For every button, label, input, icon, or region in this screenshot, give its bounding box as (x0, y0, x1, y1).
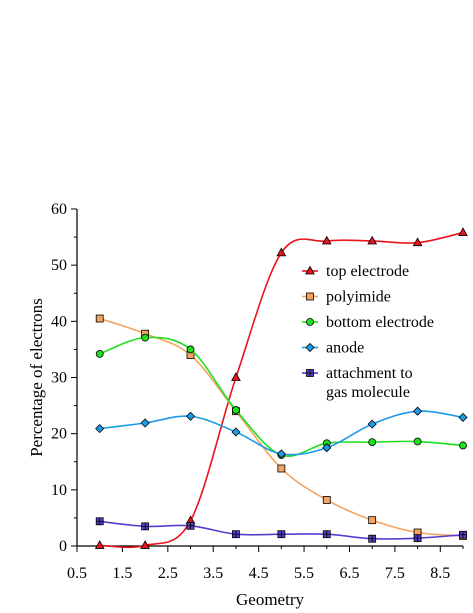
series-line (99, 410, 464, 456)
y-tick-label: 20 (51, 426, 67, 443)
legend-label: attachment to gas molecule (326, 365, 413, 401)
data-point (94, 540, 105, 549)
legend-item: top electrode (302, 263, 409, 280)
data-point (413, 534, 422, 543)
data-point (413, 437, 422, 446)
data-point (277, 464, 286, 473)
data-point (276, 247, 287, 257)
series-anode (95, 406, 468, 459)
data-point (368, 438, 377, 446)
series-attachment-to (95, 517, 467, 543)
data-point (95, 424, 105, 434)
x-tick-label: 5.5 (294, 565, 314, 582)
chart-axes: 0 10 20 30 40 50 60 0.5 1.5 2.5 3.5 4.5 5.5 6.5 7.5 8.5 (51, 201, 464, 582)
data-point (368, 516, 377, 525)
data-point (277, 530, 286, 539)
x-tick-label: 4.5 (249, 565, 269, 582)
x-tick-label: 6.5 (339, 565, 359, 582)
y-tick-label: 10 (51, 482, 67, 499)
data-point (458, 227, 468, 236)
x-tick-label: 2.5 (158, 565, 178, 582)
data-point (186, 345, 195, 354)
legend-label: top electrode (326, 263, 409, 280)
data-point (231, 427, 241, 437)
series-line (99, 231, 464, 549)
legend-marker (306, 292, 314, 301)
y-tick-label: 30 (51, 370, 67, 387)
data-point (458, 412, 468, 422)
data-point (232, 530, 240, 539)
data-point (367, 235, 378, 245)
legend-item: attachment to gas molecule (302, 365, 413, 401)
y-tick-label: 0 (59, 538, 67, 555)
data-point (459, 441, 467, 450)
y-tick-label: 40 (51, 313, 67, 330)
data-point (322, 496, 331, 504)
series-line (99, 317, 464, 537)
legend-marker (306, 318, 314, 326)
legend-marker (306, 369, 314, 377)
legend-marker (305, 342, 315, 353)
data-point (185, 411, 196, 421)
data-point (231, 372, 241, 381)
legend-label: anode (326, 340, 364, 357)
data-point (95, 314, 104, 323)
x-tick-label: 1.5 (112, 565, 132, 582)
x-tick-label: 7.5 (385, 565, 405, 582)
data-point (367, 419, 377, 429)
x-tick-label: 3.5 (203, 565, 223, 582)
legend-marker (305, 265, 315, 275)
chart-series (94, 227, 468, 549)
series-bottom-electrode (95, 333, 467, 459)
y-tick-label: 50 (51, 257, 67, 274)
data-point (276, 449, 286, 459)
data-point (413, 406, 423, 416)
legend-item: polyimide (302, 289, 391, 306)
series-polyimide (95, 314, 467, 540)
data-point (95, 350, 104, 358)
series-top-electrode (94, 227, 468, 549)
data-point (368, 534, 377, 543)
data-point (140, 540, 151, 549)
data-point (141, 333, 150, 342)
data-point (322, 443, 332, 453)
y-tick-label: 60 (51, 201, 67, 218)
data-point (322, 530, 331, 539)
data-point (412, 237, 423, 247)
x-tick-label: 0.5 (67, 565, 87, 582)
data-point (95, 517, 104, 526)
data-point (321, 235, 332, 245)
data-point (140, 418, 150, 428)
data-point (459, 530, 467, 539)
legend-item: bottom electrode (302, 314, 434, 331)
data-point (232, 406, 240, 414)
x-tick-label: 8.5 (430, 565, 450, 582)
legend-label: polyimide (326, 289, 391, 306)
chart-legend: top electrode polyimide bottom electrode an… (302, 263, 434, 401)
legend-item: anode (302, 340, 364, 357)
x-axis-title: Geometry (236, 590, 304, 609)
y-axis-title: Percentage of electrons (27, 298, 46, 457)
legend-label: bottom electrode (326, 314, 434, 331)
data-point (186, 521, 195, 530)
data-point (141, 522, 150, 531)
